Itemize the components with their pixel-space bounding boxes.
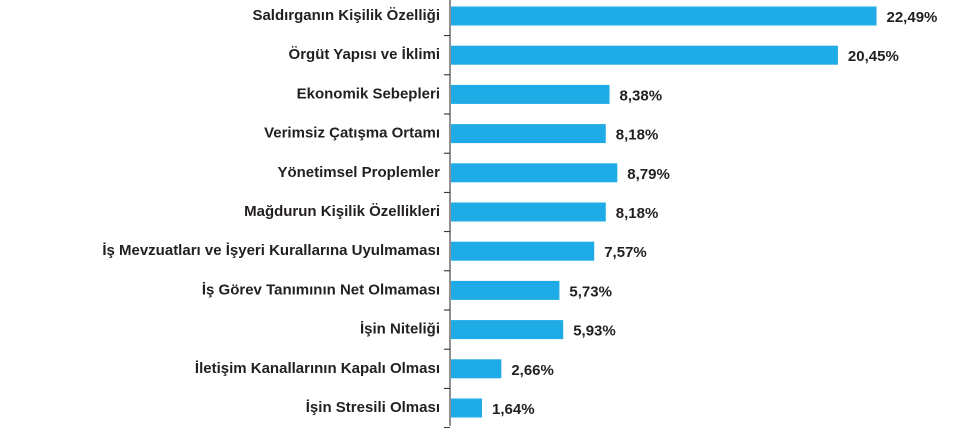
category-label: Yönetimsel Proplemler [277,164,440,181]
bar [451,6,877,26]
category-label: Örgüt Yapısı ve İklimi [289,46,440,63]
value-label: 5,73% [569,283,612,300]
bar [451,163,618,183]
category-label: İletişim Kanallarının Kapalı Olması [195,360,440,377]
value-label: 8,18% [616,205,659,222]
bar [451,202,606,222]
value-label: 5,93% [573,323,616,340]
category-label: İşin Stresili Olması [306,399,440,416]
category-label: İş Mevzuatları ve İşyeri Kurallarına Uyu… [102,242,440,259]
category-label: Verimsiz Çatışma Ortamı [264,125,440,142]
value-label: 1,64% [492,401,535,418]
category-label: İşin Niteliği [360,321,440,338]
value-label: 8,79% [627,166,670,183]
value-label: 22,49% [887,9,938,26]
bar [451,84,610,104]
value-label: 7,57% [604,244,647,261]
bar [451,359,502,379]
category-label: İş Görev Tanımının Net Olmaması [202,281,440,298]
category-label: Mağdurun Kişilik Özellikleri [244,203,440,220]
category-label: Ekonomik Sebepleri [297,85,440,102]
category-label: Saldırganın Kişilik Özelliği [252,7,440,24]
bar [451,320,564,340]
value-label: 8,38% [620,87,663,104]
bar [451,280,560,300]
bar [451,398,483,418]
value-label: 2,66% [511,362,554,379]
bar [451,124,606,144]
bar [451,241,595,261]
value-label: 8,18% [616,127,659,144]
value-label: 20,45% [848,48,899,65]
bar [451,45,838,65]
